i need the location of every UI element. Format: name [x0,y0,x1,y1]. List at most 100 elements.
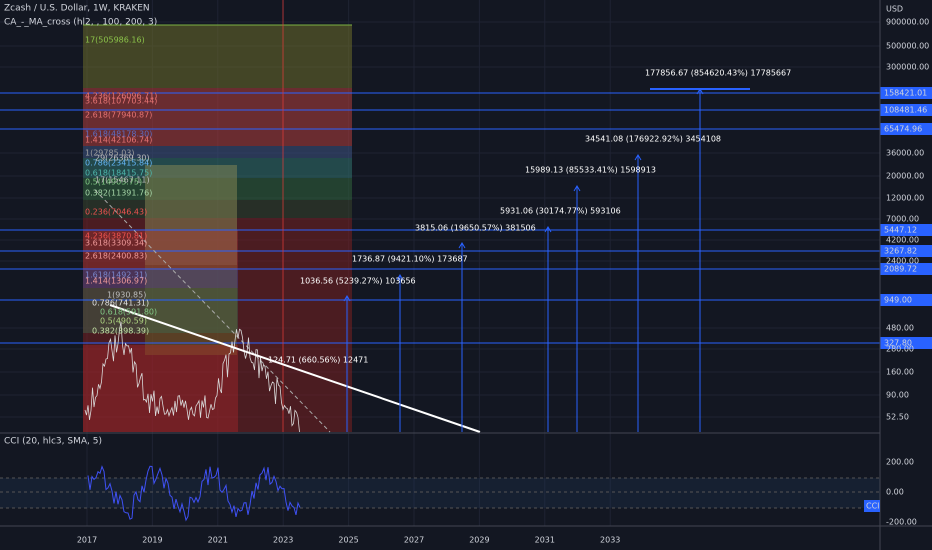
fib-label: 3.618(3309.34) [85,239,147,248]
fib-label: 1.414(42106.74) [85,136,152,145]
dashed-trendline [94,189,331,433]
indicator-title: CA_-_MA_cross (hl2, , 100, 200, 3) [4,18,157,28]
time-axis-label: 2019 [142,536,162,545]
arrow-head [573,185,581,192]
level-badge [880,263,932,275]
level-badge [880,87,932,99]
highlighted-levels: 158421.01 108481.46 65474.96 5447.12 3267.82… [0,87,932,349]
level-label: 108481.46 [884,106,927,115]
cci-band [0,478,880,508]
price-axis-label: 36000.00 [886,149,924,158]
fib-label: 1.618(48178.30) [85,130,152,139]
fib-lower [83,230,238,432]
price-axis-label: 480.00 [886,324,914,333]
time-axis-label: 2017 [77,536,97,545]
fib-label: 2.618(2400.83) [85,252,147,261]
symbol-title: Zcash / U.S. Dollar, 1W, KRAKEN [4,4,150,14]
fib-label: 4.236(126096.71) [85,92,157,101]
fib-band [83,25,352,88]
fib-label: 17(15467.11) [95,176,150,185]
fib-label: 1.414(1306.97) [85,277,147,286]
price-axis-label: 500000.00 [886,42,929,51]
fib-band [145,265,237,355]
time-axis-label: 2031 [535,536,555,545]
time-axis-label: 2029 [469,536,489,545]
projection-label: 3815.06 (19650.57%) 381506 [415,224,536,233]
cci-axis-label: -200.00 [886,518,917,527]
level-badge [880,245,932,257]
level-badge [880,294,932,306]
projection-arrows [343,88,750,432]
fib-label: 29(26369.30) [95,154,150,163]
cci-line [87,465,301,522]
labels: 900000.00 500000.00 300000.00 36000.00 20000… [77,18,929,545]
level-label: 158421.01 [884,89,927,98]
trendline [109,304,481,433]
fib-label: 0.382(398.39) [92,327,149,336]
arrow-head [544,226,552,233]
level-badge [880,123,932,135]
projection-label: 15989.13 (85533.41%) 1598913 [525,166,656,175]
fib-label: 17(505986.16) [85,36,145,45]
projection-label: 5931.06 (30174.77%) 593106 [500,207,621,216]
cci-badge: CCI [866,502,880,511]
cci-axis-label: 0.00 [886,488,904,497]
price-axis-label: 12000.00 [886,194,924,203]
projection-label: 177856.67 (854620.43%) 17785667 [645,69,791,78]
level-badge [880,337,932,349]
level-badge [880,104,932,116]
fib-label: 4.236(3870.81) [85,232,147,241]
currency: USD [886,5,903,14]
fib-label: 1.618(1492.31) [85,271,147,280]
fib-label: 0.5(490.59) [100,317,147,326]
fib-label: 3.618(107703.44) [85,97,157,106]
fib-label: 0.618(18415.75) [85,169,152,178]
price-axis-label: 90.00 [886,391,909,400]
fib-band [83,345,238,432]
price-axis-label: 52.50 [886,413,909,422]
cci-title: CCI (20, hlc3, SMA, 5) [4,437,102,447]
cci-axis-label: 200.00 [886,458,914,467]
fib-label: 0.618(591.80) [100,308,157,317]
fib-label: 0.5(14903.75) [85,178,142,187]
level-badge [880,224,932,236]
arrow-head [458,242,466,249]
fib-label: 0.382(11391.76) [85,189,152,198]
fib-band [145,165,237,265]
level-label: 3267.82 [884,247,917,256]
price-axis-label: 300000.00 [886,63,929,72]
level-label: 2089.72 [884,265,917,274]
price-axis-label: 2400.00 [886,257,919,266]
price-axis-label: 280.00 [886,345,914,354]
price-axis-label: 20000.00 [886,172,924,181]
fib-upper [83,24,352,432]
time-axis-label: 2033 [600,536,620,545]
projection-label: 1036.56 (5239.27%) 103656 [300,277,416,286]
arrow-head [634,154,642,161]
fib-label: 0.236(7046.43) [85,208,147,217]
price-axis-label: 160.00 [886,368,914,377]
projection-label: 124.71 (660.56%) 12471 [268,356,368,365]
time-axis-label: 2021 [208,536,228,545]
fib-label: 0.786(23415.84) [85,159,152,168]
fib-label: 1(29785.03) [85,149,135,158]
level-label: 65474.96 [884,125,922,134]
fib-label: 1(930.85) [107,291,146,300]
level-label: 5447.12 [884,226,917,235]
fib-label: 2.618(77940.87) [85,111,152,120]
projection-label: 1736.87 (9421.10%) 173687 [352,255,468,264]
level-label: 327.80 [884,339,912,348]
arrow-head [396,274,404,281]
time-axis-label: 2027 [404,536,424,545]
arrow-head [343,295,351,302]
fib-band [83,88,352,146]
price-axis-label: 4200.00 [886,236,919,245]
price-axis-label: 900000.00 [886,18,929,27]
fib-label: 0.786(741.31) [92,299,149,308]
time-axis-label: 2023 [273,536,293,545]
fib-band [83,230,238,270]
fib-band [83,270,238,288]
level-label: 949.00 [884,296,912,305]
